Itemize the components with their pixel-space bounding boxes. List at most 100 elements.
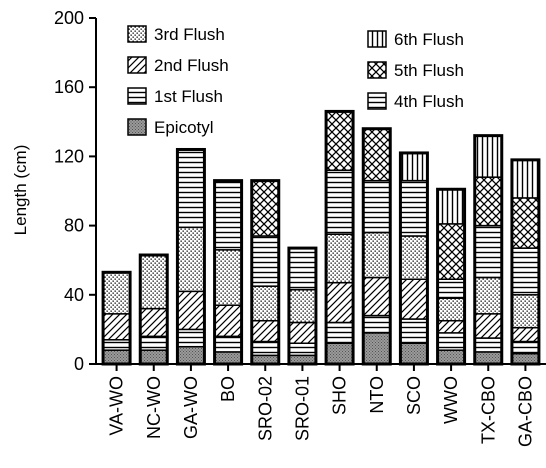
bar-segment-epicotyl <box>474 351 503 365</box>
bar-segment-6th-flush <box>399 152 429 182</box>
y-tick-label: 200 <box>54 8 84 28</box>
bar-segment-3rd-flush <box>139 254 168 310</box>
bar-segment-2nd-flush <box>362 276 391 317</box>
bar-segment-1st-flush <box>288 342 317 357</box>
bar-segment-4th-flush <box>325 169 354 236</box>
legend-swatch <box>127 56 147 74</box>
y-tick-label: 120 <box>54 146 84 166</box>
bar-segment-5th-flush <box>474 176 503 227</box>
bar-segment-4th-flush <box>399 179 429 237</box>
bar-segment-3rd-flush <box>251 285 280 322</box>
bar-segment-4th-flush <box>251 235 280 287</box>
legend-label: Epicotyl <box>154 118 214 137</box>
x-tick-label: TX-CBO <box>478 376 498 444</box>
bar-segment-5th-flush <box>436 223 466 280</box>
bar-segment-6th-flush <box>436 188 466 225</box>
bar-segment-1st-flush <box>325 321 354 344</box>
y-tick-label: 0 <box>74 354 84 374</box>
legend-swatch <box>127 118 147 136</box>
bar-segment-3rd-flush <box>362 231 391 279</box>
legend-label: 3rd Flush <box>154 25 225 44</box>
legend-swatch <box>367 92 387 110</box>
legend: 3rd Flush 2nd Flush 1st Flush Epicotyl 6th F… <box>127 25 464 137</box>
bar-segment-epicotyl <box>102 349 131 365</box>
bar-segment-3rd-flush <box>325 233 354 284</box>
legend-label: 4th Flush <box>394 92 464 111</box>
bar-segment-4th-flush <box>362 179 391 234</box>
bar-segment-6th-flush <box>511 159 540 199</box>
bar-segment-epicotyl <box>213 351 243 365</box>
bar-segment-1st-flush <box>213 335 243 353</box>
bar-segment-3rd-flush <box>288 288 317 324</box>
bar-segment-epicotyl <box>436 349 466 365</box>
bar-segment-1st-flush <box>102 339 131 351</box>
plot-frame <box>95 18 546 365</box>
bar-segment-1st-flush <box>436 332 466 351</box>
bar-segment-2nd-flush <box>213 304 243 338</box>
legend-label: 2nd Flush <box>154 56 229 75</box>
y-axis-title: Length (cm) <box>11 145 30 236</box>
x-tick-label: GA-CBO <box>515 376 535 447</box>
bar-segment-3rd-flush <box>511 294 540 329</box>
bar-segment-2nd-flush <box>251 320 280 343</box>
bar-segment-3rd-flush <box>102 271 131 315</box>
x-tick-label: VA-WO <box>107 376 127 436</box>
legend-label: 1st Flush <box>154 87 223 106</box>
bar-segment-1st-flush <box>139 335 168 351</box>
x-tick-label: SRO-02 <box>255 376 275 441</box>
x-tick-label: GA-WO <box>181 376 201 439</box>
bar-segment-epicotyl <box>362 332 391 365</box>
bar-segment-2nd-flush <box>511 326 540 343</box>
bar-segment-2nd-flush <box>325 281 354 324</box>
bar-segment-6th-flush <box>474 134 503 178</box>
y-tick-label: 40 <box>64 285 84 305</box>
x-tick-label: NC-WO <box>144 376 164 439</box>
bar-segment-3rd-flush <box>436 297 466 322</box>
bar-segment-epicotyl <box>399 342 429 365</box>
bar-segment-5th-flush <box>251 179 280 237</box>
bar-segment-2nd-flush <box>139 307 168 338</box>
bar-segment-4th-flush <box>474 224 503 279</box>
bars-group <box>101 109 541 366</box>
x-tick-label: BO <box>218 376 238 402</box>
bar-segment-epicotyl <box>511 352 540 365</box>
x-axis-ticks: VA-WO NC-WO GA-WO BO SRO-02 SRO-01 SHO NTO SCO WW… <box>107 364 535 447</box>
x-tick-label: SRO-01 <box>292 376 312 441</box>
bar-segment-1st-flush <box>251 340 280 357</box>
bar-segment-2nd-flush <box>102 313 131 341</box>
y-tick-label: 160 <box>54 77 84 97</box>
bar-segment-1st-flush <box>511 340 540 355</box>
legend-swatch <box>367 30 387 48</box>
bar-segment-2nd-flush <box>436 320 466 334</box>
legend-swatch <box>367 61 387 79</box>
bar-segment-1st-flush <box>474 337 503 353</box>
x-tick-label: SCO <box>404 376 424 415</box>
y-tick-label: 80 <box>64 216 84 236</box>
x-tick-label: WWO <box>441 376 461 424</box>
bar-segment-2nd-flush <box>399 278 429 320</box>
bar-segment-3rd-flush <box>213 249 243 306</box>
bar-segment-3rd-flush <box>474 276 503 315</box>
y-axis-ticks: 0 40 80 120 160 200 <box>54 8 96 374</box>
bar-segment-2nd-flush <box>288 321 317 344</box>
bar-segment-1st-flush <box>362 314 391 334</box>
bar-segment-5th-flush <box>511 197 540 249</box>
bar-segment-epicotyl <box>139 349 168 365</box>
legend-label: 6th Flush <box>394 30 464 49</box>
bar-segment-5th-flush <box>325 110 354 171</box>
bar-segment-4th-flush <box>436 278 466 300</box>
bar-segment-1st-flush <box>399 318 429 344</box>
x-tick-label: NTO <box>367 376 387 414</box>
bar-segment-2nd-flush <box>176 290 206 331</box>
bar-segment-4th-flush <box>213 179 243 251</box>
bar-segment-5th-flush <box>362 127 391 182</box>
bar-segment-4th-flush <box>176 148 206 229</box>
legend-swatch <box>127 87 147 105</box>
legend-label: 5th Flush <box>394 61 464 80</box>
x-tick-label: SHO <box>330 376 350 415</box>
bar-segment-4th-flush <box>288 247 317 291</box>
bar-segment-3rd-flush <box>399 235 429 280</box>
legend-swatch <box>127 25 147 43</box>
bar-segment-2nd-flush <box>474 313 503 339</box>
